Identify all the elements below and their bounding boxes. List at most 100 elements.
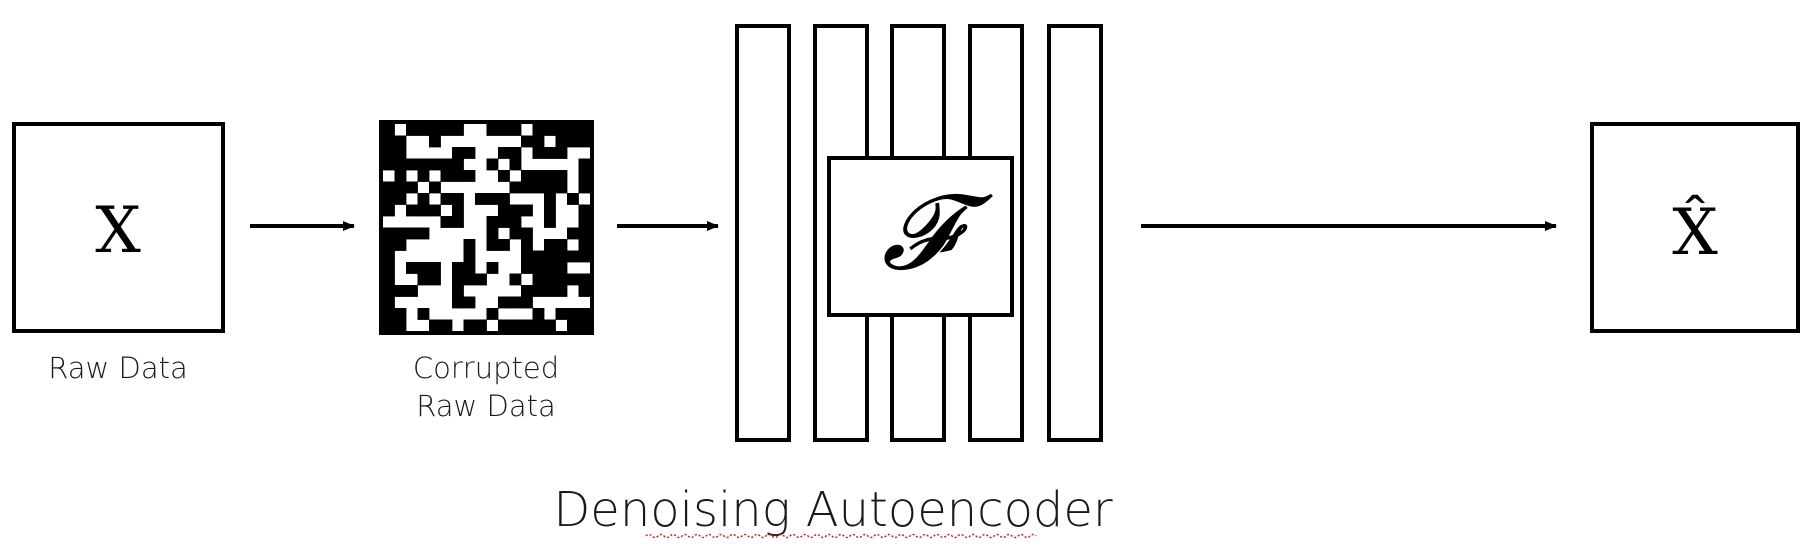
- noise-pixel: [498, 319, 510, 332]
- noise-pixel: [521, 262, 533, 274]
- noise-pixel: [383, 227, 395, 240]
- noise-pixel: [544, 193, 556, 205]
- noise-pixel: [394, 319, 407, 332]
- noise-pixel: [521, 285, 533, 297]
- noise-pixel: [509, 181, 522, 194]
- noise-pixel: [521, 227, 533, 240]
- corrupted-noise-image: [383, 124, 591, 332]
- corrupted-label-line1: Corrupted: [413, 351, 559, 385]
- noise-pixel: [544, 319, 556, 332]
- noise-pixel: [463, 296, 476, 309]
- noise-pixel: [578, 239, 591, 251]
- noise-pixel: [532, 135, 545, 148]
- noise-pixel: [417, 227, 430, 240]
- noise-pixel: [429, 135, 441, 148]
- noise-pixel: [440, 124, 453, 136]
- noise-pixel: [429, 262, 441, 274]
- noise-pixel: [509, 319, 522, 332]
- noise-pixel: [383, 239, 395, 251]
- noise-pixel: [440, 193, 453, 205]
- noise-pixel: [486, 216, 499, 228]
- noise-pixel: [394, 181, 407, 194]
- noise-pixel: [486, 124, 499, 136]
- noise-pixel: [452, 193, 464, 205]
- noise-pixel: [555, 147, 568, 159]
- noise-pixel: [440, 170, 453, 182]
- noise-pixel: [417, 273, 430, 286]
- noise-pixel: [417, 308, 430, 320]
- noise-pixel: [463, 170, 476, 182]
- noise-pixel: [498, 147, 510, 159]
- noise-pixel: [498, 239, 510, 251]
- noise-pixel: [578, 204, 591, 217]
- noise-pixel: [452, 285, 464, 297]
- noise-pixel: [383, 250, 395, 263]
- reconstructed-data-box: [1590, 122, 1800, 333]
- noise-pixel: [440, 216, 453, 228]
- noise-pixel: [383, 124, 395, 136]
- noise-pixel: [509, 147, 522, 159]
- noise-pixel: [555, 135, 568, 148]
- noise-pixel: [555, 250, 568, 263]
- noise-pixel: [521, 181, 533, 194]
- noise-pixel: [383, 262, 395, 274]
- noise-pixel: [555, 181, 568, 194]
- noise-pixel: [544, 239, 556, 251]
- noise-pixel: [521, 319, 533, 332]
- noise-pixel: [544, 181, 556, 194]
- noise-pixel: [417, 158, 430, 171]
- noise-pixel: [578, 227, 591, 240]
- noise-pixel: [521, 239, 533, 251]
- noise-pixel: [578, 124, 591, 136]
- noise-pixel: [578, 158, 591, 171]
- noise-pixel: [452, 170, 464, 182]
- corrupted-label-line2: Raw Data: [416, 389, 555, 423]
- noise-pixel: [383, 135, 395, 148]
- reconstructed-symbol: X̂: [1672, 195, 1718, 270]
- noise-pixel: [452, 216, 464, 228]
- noise-pixel: [383, 319, 395, 332]
- noise-pixel: [417, 170, 430, 182]
- noise-pixel: [555, 273, 568, 286]
- noise-pixel: [532, 147, 545, 159]
- noise-pixel: [521, 204, 533, 217]
- noise-pixel: [532, 262, 545, 274]
- noise-pixel: [429, 204, 441, 217]
- noise-pixel: [578, 250, 591, 263]
- noise-pixel: [578, 181, 591, 194]
- noise-pixel: [429, 124, 441, 136]
- noise-pixel: [555, 170, 568, 182]
- noise-pixel: [406, 262, 418, 274]
- noise-pixel: [544, 216, 556, 228]
- noise-pixel: [383, 193, 395, 205]
- noise-pixel: [394, 227, 407, 240]
- noise-pixel: [544, 250, 556, 263]
- noise-pixel: [544, 124, 556, 136]
- noise-pixel: [406, 227, 418, 240]
- noise-pixel: [578, 170, 591, 182]
- noise-pixel: [486, 227, 499, 240]
- noise-pixel: [509, 227, 522, 240]
- noise-pixel: [532, 273, 545, 286]
- noise-pixel: [532, 124, 545, 136]
- noise-pixel: [521, 296, 533, 309]
- noise-pixel: [394, 308, 407, 320]
- noise-pixel: [498, 204, 510, 217]
- noise-pixel: [429, 181, 441, 194]
- spellcheck-underline: [645, 533, 1037, 539]
- noise-pixel: [417, 193, 430, 205]
- noise-pixel: [383, 147, 395, 159]
- noise-pixel: [417, 124, 430, 136]
- noise-pixel: [475, 193, 487, 205]
- noise-pixel: [394, 135, 407, 148]
- noise-pixel: [498, 124, 510, 136]
- noise-pixel: [383, 308, 395, 320]
- noise-pixel: [509, 273, 522, 286]
- noise-pixel: [394, 147, 407, 159]
- noise-pixel: [567, 135, 579, 148]
- autoencoder-layer: [1047, 24, 1103, 442]
- noise-pixel: [406, 204, 418, 217]
- noise-pixel: [578, 319, 591, 332]
- noise-pixel: [544, 204, 556, 217]
